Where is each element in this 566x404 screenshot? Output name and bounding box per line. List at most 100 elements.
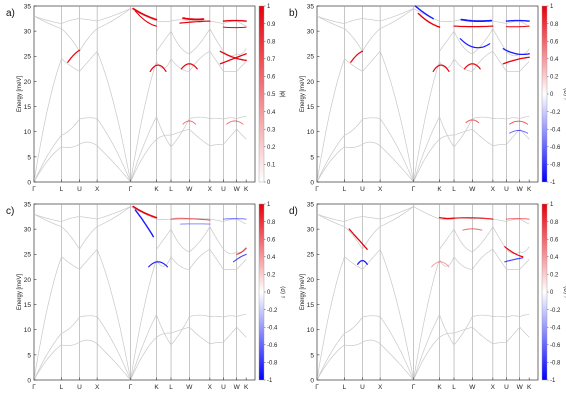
phonon-band [170,228,190,253]
phonon-band [379,343,414,381]
x-tick-label: X [95,186,100,193]
phonon-band [223,117,237,120]
phonon-band [61,256,80,270]
colorbar-tick-label: 0.4 [267,255,276,261]
colorbar-tick-label: 0.8 [267,39,276,45]
phonon-band [439,228,455,250]
highlighted-band [505,218,530,220]
highlighted-band [182,17,205,21]
phonon-band [223,326,237,343]
highlighted-band [132,7,158,21]
phonon-band [413,61,440,183]
x-tick-label: W [517,186,524,193]
phonon-band [472,326,494,345]
phonon-band [453,128,473,136]
phonon-band [33,344,62,381]
x-tick-label: L [60,186,64,193]
phonon-band [362,18,381,22]
colorbar-label: ⟨σ⟩ ʸ [562,88,566,100]
phonon-band [170,256,190,270]
y-tick-label: 15 [307,302,315,309]
y-tick-label: 5 [27,154,31,161]
highlighted-band [459,38,491,49]
phonon-band [316,146,345,183]
phonon-band [519,259,530,270]
phonon-band [96,249,131,381]
phonon-band [209,20,224,24]
colorbar-tick-label: 0 [267,180,271,186]
colorbar-label: ⟨σ⟩ ʸ [562,286,566,298]
phonon-band [316,344,345,381]
highlighted-band [348,228,368,250]
x-tick-label: Γ [129,186,133,193]
x-tick-label: L [343,384,347,391]
phonon-band [519,218,530,225]
phonon-band [519,61,530,72]
x-tick-label: Γ [32,186,36,193]
colorbar-tick-label: 0.4 [267,110,276,116]
phonon-band [472,226,494,253]
colorbar-tick-label: 0.1 [267,163,276,169]
phonon-band [453,326,473,334]
highlighted-band [67,49,81,63]
colorbar-tick-label: -0.4 [550,127,561,133]
y-tick-label: 30 [307,29,315,36]
phonon-band [189,314,210,317]
phonon-band [223,218,237,222]
x-tick-label: U [77,186,82,193]
colorbar-tick-label: 0 [550,290,554,296]
y-tick-label: 25 [24,252,32,259]
highlighted-band [509,130,529,134]
colorbar-tick-label: -0.4 [550,325,561,331]
phonon-band [439,256,455,267]
highlighted-band [505,19,530,22]
phonon-band [453,58,473,72]
phonon-band [492,341,507,345]
highlighted-band [465,119,480,124]
phonon-band [519,314,530,317]
x-tick-label: X [378,186,383,193]
phonon-band [236,48,247,55]
phonon-band [170,30,190,55]
phonon-band [519,116,530,119]
phonon-band [362,216,381,220]
colorbar [541,5,548,183]
colorbar-tick-label: 0.2 [550,75,559,81]
highlighted-band [222,218,247,220]
y-tick-label: 0 [310,179,314,186]
x-tick-label: U [77,384,82,391]
colorbar-tick-label: 0.2 [267,145,276,151]
highlighted-band [148,261,169,268]
highlighted-band [460,18,493,22]
highlighted-band [504,257,524,263]
phonon-band [170,326,190,334]
highlighted-band [179,20,211,24]
phonon-band [472,50,494,72]
phonon-band [379,206,414,227]
phonon-band [33,146,62,183]
x-tick-label: K [527,384,532,391]
phonon-band [439,218,455,220]
colorbar-tick-label: 1 [267,4,271,10]
phonon-band [344,316,363,334]
phonon-band [344,58,363,72]
phonon-band [519,246,530,253]
colorbar-tick-label: 0 [550,92,554,98]
y-tick-label: 30 [307,227,315,234]
phonon-band [189,248,211,270]
phonon-band [170,19,190,22]
phonon-band [33,58,62,183]
colorbar-tick-label: 1 [267,202,271,208]
phonon-band [209,315,224,318]
phonon-band [316,256,345,381]
phonon-band [344,256,363,270]
phonon-band [33,213,62,227]
highlighted-band [134,10,158,27]
highlighted-band [463,63,481,70]
colorbar-tick-label: -0.2 [267,308,278,314]
x-tick-label: X [95,384,100,391]
phonon-band [79,315,98,318]
phonon-band [79,117,98,120]
